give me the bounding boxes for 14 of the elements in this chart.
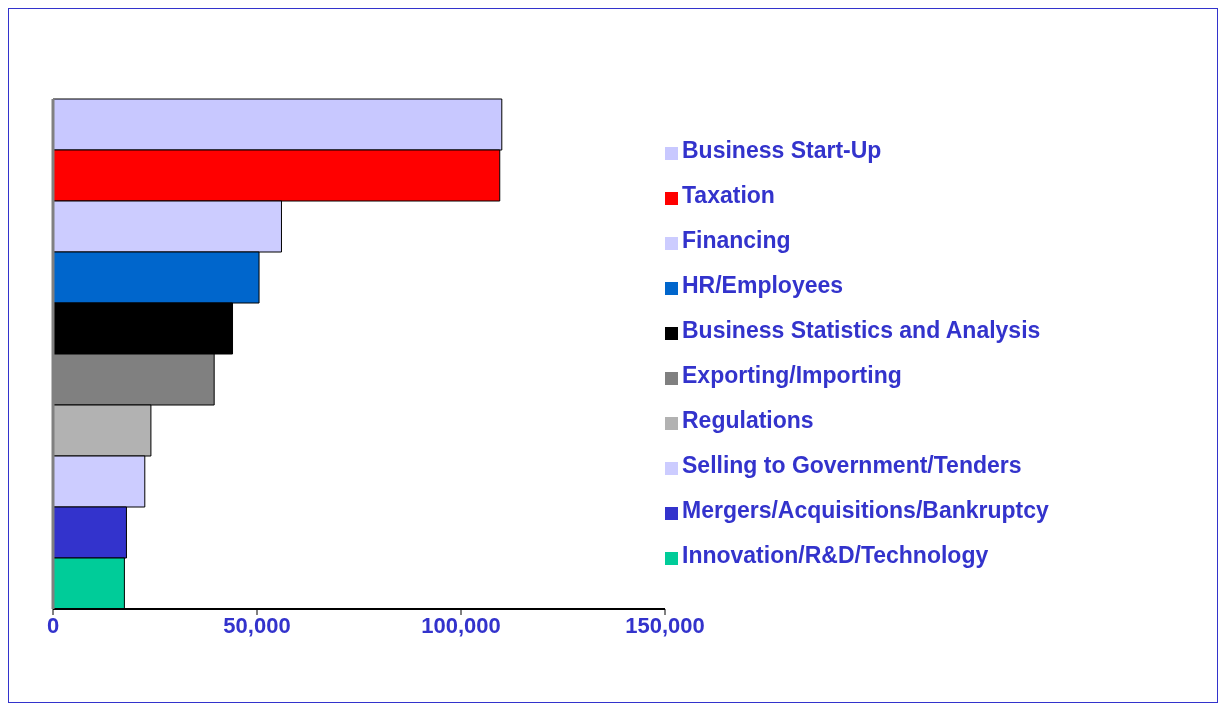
legend-label: Mergers/Acquisitions/Bankruptcy	[682, 497, 1049, 523]
legend-label: Taxation	[682, 182, 775, 208]
legend-label: Financing	[682, 227, 791, 253]
legend-label: Selling to Government/Tenders	[682, 452, 1022, 478]
x-tick-label: 50,000	[223, 612, 291, 638]
legend-label: Exporting/Importing	[682, 362, 902, 388]
legend-label: HR/Employees	[682, 272, 844, 298]
x-tick-label: 100,000	[421, 612, 501, 638]
legend-label: Regulations	[682, 407, 814, 433]
legend-label: Innovation/R&D/Technology	[682, 542, 989, 568]
legend-label: Business Statistics and Analysis	[682, 317, 1041, 343]
x-tick-label: 0	[46, 612, 60, 638]
legend-label: Business Start-Up	[682, 137, 882, 163]
x-tick-label: 150,000	[625, 612, 705, 638]
